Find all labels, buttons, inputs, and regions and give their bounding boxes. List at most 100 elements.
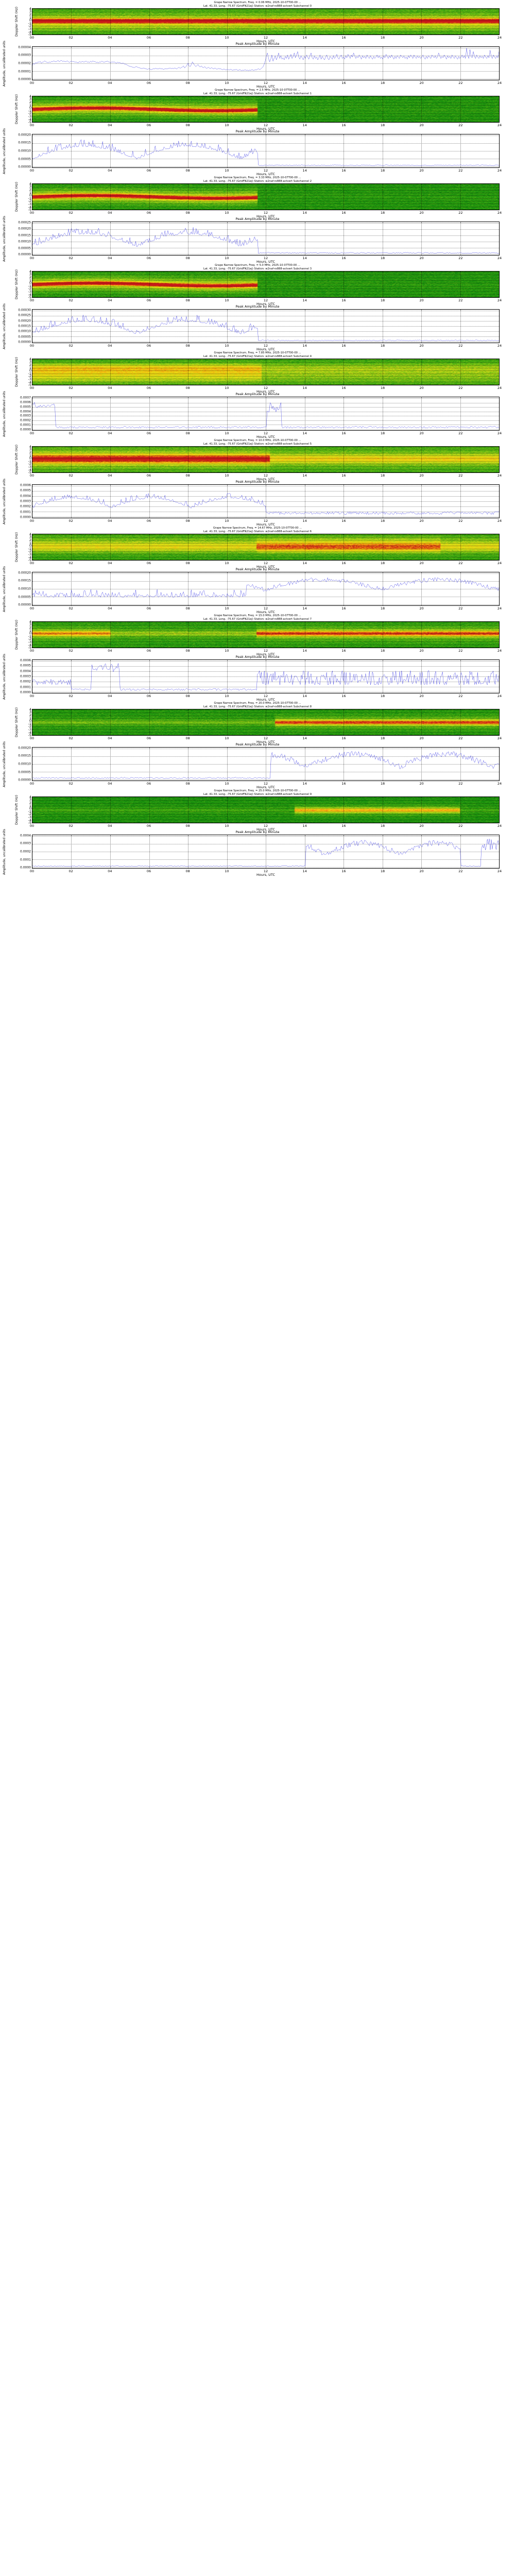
amplitude-ytick: 0.00020: [18, 746, 31, 750]
amplitude-xtick: 08: [185, 344, 190, 348]
spectrogram-xtick: 22: [458, 824, 463, 828]
spectrogram-plot-area: [32, 621, 500, 648]
spectrogram-y-axis-label-text: Doppler Shift (Hz): [14, 182, 19, 212]
spectrogram-block: Doppler Shift (Hz) 4 3 2 1 0 -1 -2 -3 -4 -5 00 02 04 0…: [0, 795, 515, 832]
amplitude-xtick: 16: [341, 606, 346, 611]
spectrogram-image: [32, 184, 499, 210]
amplitude-xtick: 02: [68, 782, 73, 786]
amplitude-line-path: [32, 664, 499, 691]
amplitude-line-series: [32, 748, 499, 781]
spectrogram-ytick: -3: [28, 815, 31, 819]
amplitude-xtick: 10: [225, 869, 229, 873]
spectrogram-y-ticks: 4 3 2 1 0 -1 -2 -3 -4 -5: [22, 94, 32, 124]
amplitude-ytick: 0.0006: [20, 658, 31, 663]
amplitude-xtick: 14: [302, 168, 307, 173]
amplitude-ytick: 0.0005: [20, 405, 31, 409]
amplitude-xtick: 08: [185, 694, 190, 698]
amplitude-xtick: 00: [29, 606, 35, 611]
amplitude-line-path: [32, 48, 499, 71]
panel-group-subchannel-6: Grape Narrow Spectrum, Freq. = 14.67 MHz…: [0, 526, 515, 614]
spectrogram-xtick: 10: [225, 649, 229, 653]
amplitude-xtick: 06: [146, 256, 151, 260]
spectrogram-xtick: 20: [419, 298, 424, 302]
amplitude-block: Amplitude, uncalibrated units 0.0000 0.000…: [0, 479, 515, 527]
spectrogram-xtick: 00: [29, 824, 35, 828]
amplitude-line-path: [32, 227, 499, 253]
spectrogram-x-axis-label: Hours, UTC: [256, 477, 276, 481]
spectrogram-ytick: 4: [29, 6, 31, 11]
amplitude-x-axis-label: Hours, UTC: [256, 172, 276, 176]
amplitude-xtick: 18: [380, 782, 385, 786]
spectrogram-xtick: 04: [108, 561, 112, 565]
amplitude-ytick: 0.0004: [20, 669, 31, 673]
spectrogram-xtick: 20: [419, 824, 424, 828]
spectrogram-title-line1: Grape Narrow Spectrum, Freq. = 14.67 MHz…: [213, 527, 302, 530]
spectrogram-title: Grape Narrow Spectrum, Freq. = 10.0 MHz,…: [0, 438, 515, 446]
amplitude-xtick: 16: [341, 519, 346, 523]
amplitude-xtick: 08: [185, 168, 190, 173]
amplitude-y-axis-label: Amplitude, uncalibrated units: [1, 216, 7, 262]
spectrogram-ytick: -5: [28, 295, 31, 300]
amplitude-x-axis-label: Hours, UTC: [256, 785, 276, 789]
amplitude-xtick: 16: [341, 694, 346, 698]
spectrogram-xtick: 00: [29, 473, 35, 478]
panel-group-subchannel-8: Grape Narrow Spectrum, Freq. = 20.0 MHz,…: [0, 701, 515, 789]
spectrogram-image: [32, 447, 499, 472]
spectrogram-xtick: 22: [458, 386, 463, 390]
amplitude-block: Amplitude, uncalibrated units 0.00000 0.00…: [0, 41, 515, 89]
spectrogram-title: Grape Narrow Spectrum, Freq. = 0.06 MHz,…: [0, 0, 515, 8]
spectrogram-title-line2: Lat. 41.33, Long. -75.67 (GridFN21ej) St…: [203, 793, 312, 796]
spectrogram-xtick: 14: [302, 736, 307, 740]
amplitude-y-axis-label-text: Amplitude, uncalibrated units: [2, 40, 6, 87]
spectrogram-image: [32, 96, 499, 122]
amplitude-x-axis-label: Hours, UTC: [256, 873, 276, 877]
spectrogram-title-line2: Lat. 41.33, Long. -75.67 (GridFN21ej) St…: [203, 443, 312, 446]
spectrogram-xtick: 06: [146, 298, 151, 302]
amplitude-plot-area: [32, 134, 500, 168]
spectrogram-plot-area: [32, 446, 500, 473]
spectrogram-title-line1: Grape Narrow Spectrum, Freq. = 7.85 MHz,…: [214, 351, 301, 354]
spectrogram-ytick: 0: [29, 368, 31, 373]
amplitude-ytick: 0.00000: [18, 77, 31, 81]
spectrogram-ytick: -1: [28, 809, 31, 814]
spectrogram-title-line2: Lat. 41.33, Long. -75.67 (GridFN21ej) St…: [203, 92, 312, 95]
panel-group-subchannel-9: Grape Narrow Spectrum, Freq. = 25.0 MHz,…: [0, 788, 515, 877]
spectrogram-x-ticks: 00 02 04 06 08 10 12 14 16 18 20 22 24: [30, 386, 502, 390]
spectrogram-image: [32, 9, 499, 35]
amplitude-xtick: 06: [146, 606, 151, 611]
spectrogram-ytick: -1: [28, 721, 31, 726]
amplitude-y-axis-label: Amplitude, uncalibrated units: [1, 303, 7, 349]
amplitude-xtick: 00: [29, 782, 35, 786]
amplitude-line-series: [32, 47, 499, 80]
amplitude-xtick: 24: [497, 869, 502, 873]
amplitude-xtick: 06: [146, 782, 151, 786]
spectrogram-title-line2: Lat. 41.33, Long. -75.67 (GridFN21ej) St…: [203, 530, 312, 533]
spectrogram-ytick: -1: [28, 371, 31, 376]
spectrogram-xtick: 16: [341, 649, 346, 653]
spectrogram-x-ticks: 00 02 04 06 08 10 12 14 16 18 20 22 24: [29, 824, 502, 828]
amplitude-plot-area: [32, 747, 500, 781]
spectrogram-ytick: -4: [28, 818, 31, 822]
amplitude-xtick: 10: [225, 782, 229, 786]
spectrogram-xtick: 10: [225, 736, 229, 740]
spectrogram-ytick: -2: [28, 637, 31, 641]
spectrogram-xtick: 10: [225, 386, 229, 390]
amplitude-xtick: 14: [302, 869, 307, 873]
amplitude-ytick: 0.0005: [20, 488, 31, 493]
spectrogram-title-line1: Grape Narrow Spectrum, Freq. = 3.33 MHz,…: [214, 176, 301, 179]
spectrogram-ytick: -3: [28, 114, 31, 118]
amplitude-y-axis-label-text: Amplitude, uncalibrated units: [2, 653, 6, 700]
spectrogram-y-ticks: 4 3 2 1 0 -1 -2 -3 -4 -5: [22, 620, 32, 650]
spectrogram-xtick: 20: [419, 123, 424, 127]
amplitude-ytick: 0.0005: [20, 664, 31, 668]
panel-group-subchannel-4: Grape Narrow Spectrum, Freq. = 7.85 MHz,…: [0, 350, 515, 439]
spectrogram-ytick: 0: [29, 281, 31, 285]
amplitude-y-ticks: 0.0000 0.0001 0.0002 0.0003 0.0004: [7, 834, 32, 869]
amplitude-xtick: 14: [302, 519, 307, 523]
spectrogram-ytick: -4: [28, 205, 31, 209]
spectrogram-y-axis-label-text: Doppler Shift (Hz): [14, 532, 19, 562]
amplitude-ytick: 0.00015: [18, 233, 31, 238]
amplitude-ytick: 0.00020: [18, 319, 31, 323]
spectrogram-xtick: 14: [302, 561, 307, 565]
spectrogram-xtick: 14: [302, 824, 307, 828]
